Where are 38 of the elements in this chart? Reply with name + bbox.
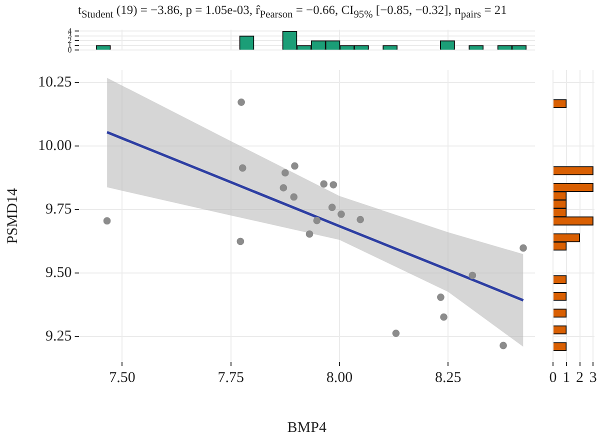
point [291, 162, 298, 170]
x-tick-label: 7.50 [109, 370, 136, 386]
point [500, 342, 507, 350]
y-tick-label: 9.25 [46, 328, 72, 345]
point [392, 330, 400, 338]
point [236, 238, 244, 246]
x-tick-label: 8.00 [326, 370, 353, 386]
y-tick-label: 0 [68, 45, 72, 54]
y-axis-title: PSMD14 [4, 188, 21, 244]
point [356, 216, 364, 224]
point [468, 272, 476, 280]
point [313, 216, 321, 224]
point [306, 230, 314, 238]
x-tick-label: 7.75 [218, 370, 244, 386]
point [238, 98, 245, 106]
point [238, 164, 246, 172]
point [328, 204, 336, 212]
y-tick-label: 10.25 [38, 74, 72, 91]
x-tick-label: 2 [576, 370, 584, 386]
x-tick-label: 8.25 [434, 370, 462, 386]
point [520, 244, 527, 252]
point [320, 180, 328, 188]
y-tick-label: 9.50 [46, 265, 72, 282]
point [281, 169, 289, 177]
y-tick-label: 9.75 [46, 202, 72, 218]
point [330, 181, 338, 188]
x-axis-title: BMP4 [287, 420, 327, 436]
point [440, 313, 448, 321]
x-tick-label: 0 [549, 370, 557, 386]
point [338, 210, 345, 218]
x-tick-label: 1 [562, 370, 570, 386]
y-tick-label: 10.00 [38, 138, 72, 154]
point [290, 193, 298, 201]
point [437, 294, 444, 301]
chart-title: t$_{Student}$ (19) = −3.86, p = 1.05e-03, r̂$_{Pearson}$ = −0.66, CI$_{95%}$ [−0.85, −0.32], n$_{pairs}$ = 21 [78, 3, 507, 20]
point [103, 217, 111, 225]
point [280, 184, 288, 192]
x-tick-label: 3 [589, 370, 597, 386]
